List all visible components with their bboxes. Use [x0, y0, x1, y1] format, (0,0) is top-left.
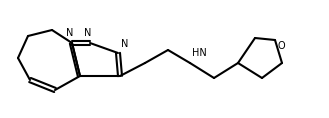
Text: N: N — [66, 28, 74, 38]
Text: HN: HN — [192, 48, 207, 58]
Text: O: O — [278, 41, 286, 51]
Text: N: N — [84, 28, 92, 38]
Text: N: N — [121, 39, 128, 49]
